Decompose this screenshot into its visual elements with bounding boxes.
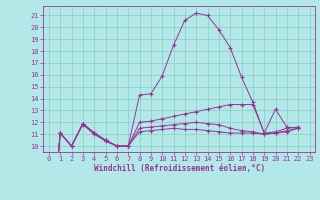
X-axis label: Windchill (Refroidissement éolien,°C): Windchill (Refroidissement éolien,°C) [94,164,265,173]
